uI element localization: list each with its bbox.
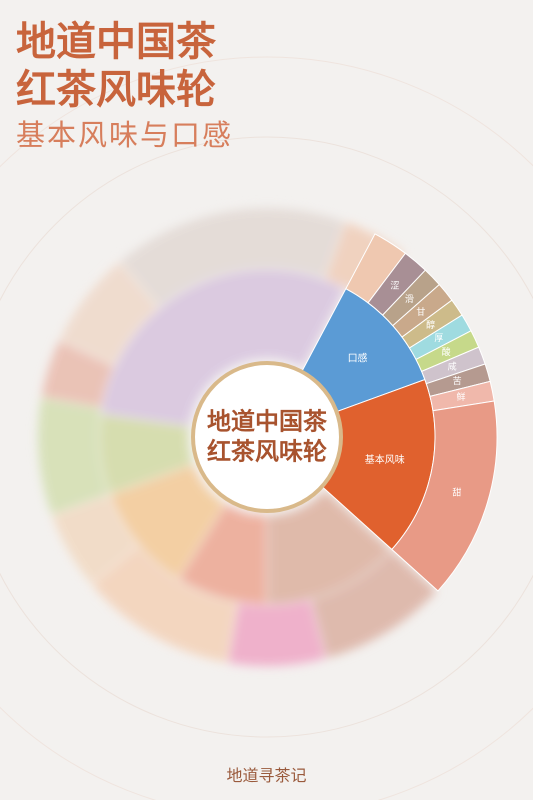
blurred-segment [226,598,328,668]
outer-label: 甜 [452,487,461,499]
center-label: 地道中国茶 [207,407,328,436]
outer-label: 咸 [448,360,457,372]
outer-segment [391,400,498,592]
outer-label: 酸 [442,347,451,358]
outer-label: 甘 [416,306,425,318]
bg-ring [0,136,533,738]
center-label: 红茶风味轮 [207,437,327,466]
inner-label: 基本风味 [365,453,405,466]
outer-label: 苦 [453,375,462,387]
outer-label: 厚 [434,333,443,344]
outer-label: 鲜 [457,391,466,403]
blurred-segment [36,396,110,517]
outer-label: 滑 [405,294,414,305]
center-circle [191,361,343,513]
subtitle: 基本风味与口感 [16,118,234,152]
outer-label: 醇 [426,319,435,331]
inner-label: 口感 [348,351,368,364]
outer-label: 涩 [390,280,399,291]
footer: 地道寻茶记 [226,766,307,785]
blurred-segments [36,206,439,668]
title-line: 地道中国茶 [16,18,216,65]
bg-ring [0,56,533,800]
title-line: 红茶风味轮 [16,66,216,113]
